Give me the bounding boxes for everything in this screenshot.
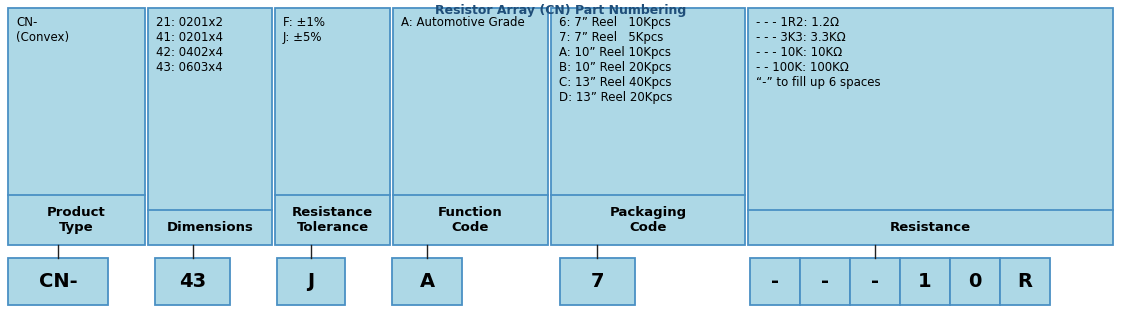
Text: Resistance
Tolerance: Resistance Tolerance [291,206,373,234]
Text: J: J [307,272,315,291]
Text: 7: 7 [591,272,604,291]
FancyBboxPatch shape [275,8,390,245]
Text: Resistance: Resistance [890,221,971,234]
Text: 21: 0201x2
41: 0201x4
42: 0402x4
43: 0603x4: 21: 0201x2 41: 0201x4 42: 0402x4 43: 060… [156,16,223,74]
FancyBboxPatch shape [748,8,1113,245]
Text: Packaging
Code: Packaging Code [610,206,686,234]
Text: Dimensions: Dimensions [167,221,253,234]
Text: A: Automotive Grade: A: Automotive Grade [401,16,525,29]
Text: A: A [419,272,435,291]
Text: -: - [871,272,879,291]
FancyBboxPatch shape [8,8,145,245]
Text: - - - 1R2: 1.2Ω
- - - 3K3: 3.3KΩ
- - - 10K: 10KΩ
- - 100K: 100KΩ
“-” to fill up : - - - 1R2: 1.2Ω - - - 3K3: 3.3KΩ - - - 1… [756,16,881,89]
Text: Function
Code: Function Code [438,206,503,234]
FancyBboxPatch shape [8,258,108,305]
FancyBboxPatch shape [392,258,462,305]
Text: CN-: CN- [39,272,77,291]
FancyBboxPatch shape [800,258,850,305]
Text: 1: 1 [918,272,932,291]
FancyBboxPatch shape [750,258,800,305]
Text: -: - [821,272,830,291]
Text: Product
Type: Product Type [47,206,105,234]
Text: -: - [771,272,779,291]
FancyBboxPatch shape [277,258,345,305]
Text: 0: 0 [969,272,982,291]
Text: 6: 7” Reel   10Kpcs
7: 7” Reel   5Kpcs
A: 10” Reel 10Kpcs
B: 10” Reel 20Kpcs
C: : 6: 7” Reel 10Kpcs 7: 7” Reel 5Kpcs A: 10… [559,16,673,104]
FancyBboxPatch shape [1000,258,1050,305]
FancyBboxPatch shape [155,258,230,305]
FancyBboxPatch shape [850,258,900,305]
FancyBboxPatch shape [949,258,1000,305]
FancyBboxPatch shape [900,258,949,305]
Text: F: ±1%
J: ±5%: F: ±1% J: ±5% [282,16,325,44]
FancyBboxPatch shape [560,258,634,305]
Text: 43: 43 [179,272,206,291]
Text: CN-
(Convex): CN- (Convex) [16,16,70,44]
Text: Resistor Array (CN) Part Numbering: Resistor Array (CN) Part Numbering [435,4,686,17]
FancyBboxPatch shape [148,8,272,245]
FancyBboxPatch shape [393,8,548,245]
Text: R: R [1018,272,1032,291]
FancyBboxPatch shape [552,8,745,245]
